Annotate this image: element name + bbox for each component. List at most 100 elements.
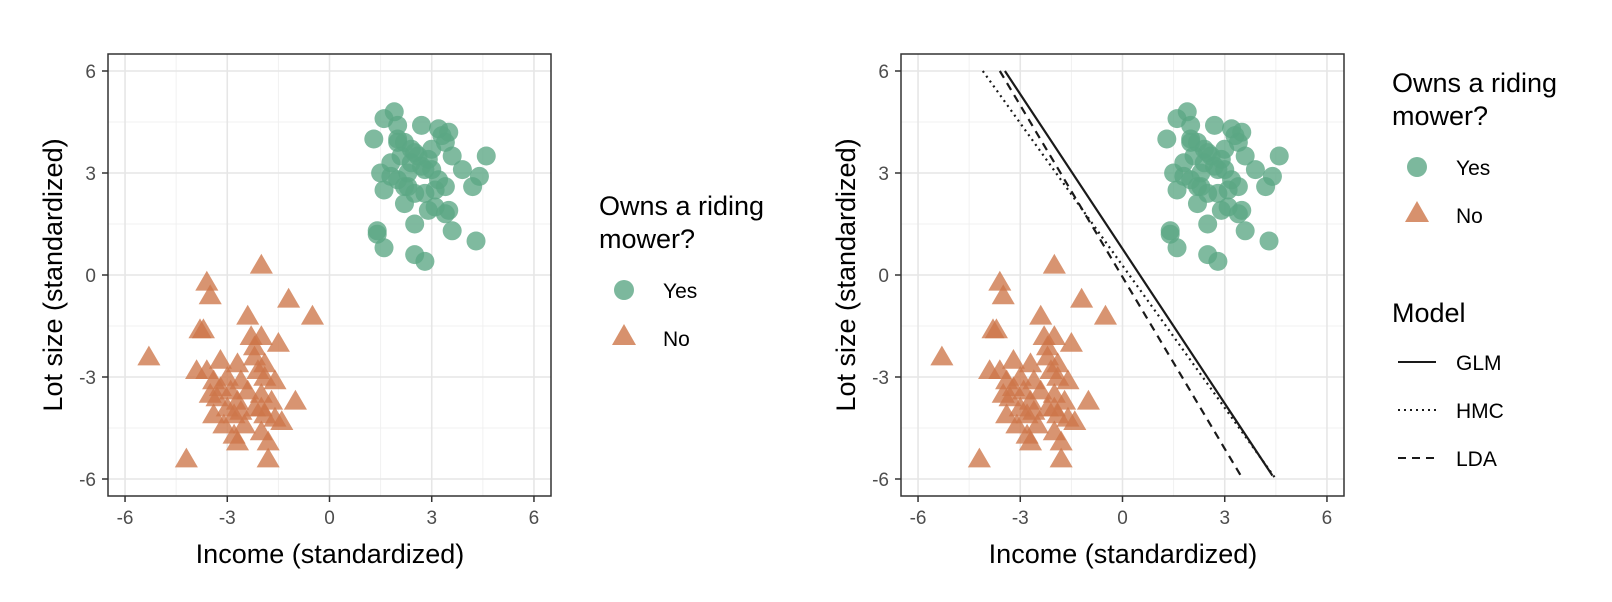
left-y-tick-label: 3 bbox=[85, 164, 96, 185]
right-point-no bbox=[1093, 304, 1118, 325]
left-legend-title-line-2: mower? bbox=[599, 224, 695, 254]
left-point-yes bbox=[412, 115, 432, 135]
left-x-axis-title: Income (standardized) bbox=[196, 539, 465, 569]
left-point-no bbox=[208, 349, 233, 369]
left-x-tick-label: 6 bbox=[529, 508, 540, 529]
left-point-yes bbox=[422, 139, 442, 159]
right-point-no bbox=[1025, 413, 1049, 434]
left-chart-panel: -6 -3 0 3 6 -6 -3 0 3 6 Income (standardized) Lot… bbox=[38, 53, 552, 569]
right-legend-no-key bbox=[1405, 201, 1429, 222]
right-chart-panel: -6 -3 0 3 6 -6 -3 0 3 6 Income (standardized) Lot… bbox=[831, 53, 1345, 569]
right-point-no bbox=[1046, 352, 1070, 373]
right-point-no bbox=[1056, 369, 1080, 390]
right-point-no bbox=[967, 447, 991, 468]
left-point-no bbox=[283, 389, 307, 410]
left-point-yes bbox=[476, 146, 496, 166]
right-point-yes bbox=[1181, 115, 1201, 135]
left-point-no bbox=[236, 379, 260, 400]
right-x-tick-label: 6 bbox=[1322, 508, 1333, 529]
left-x-tick-label: -6 bbox=[117, 508, 134, 529]
model-legend-hmc-label: HMC bbox=[1456, 400, 1504, 423]
left-points bbox=[137, 102, 496, 468]
right-legend-yes-key bbox=[1407, 157, 1427, 177]
model-legend-title: Model bbox=[1392, 298, 1466, 328]
left-x-tick-label: 0 bbox=[324, 508, 335, 529]
left-point-yes bbox=[466, 231, 486, 251]
left-point-no bbox=[249, 253, 273, 274]
right-x-tick-label: 3 bbox=[1219, 508, 1230, 529]
right-point-no bbox=[991, 284, 1015, 305]
right-y-tick-label: -6 bbox=[872, 470, 889, 491]
left-point-yes bbox=[469, 166, 489, 186]
left-point-no bbox=[249, 325, 273, 345]
left-point-no bbox=[225, 430, 250, 451]
left-point-yes bbox=[388, 132, 408, 152]
left-point-no bbox=[270, 410, 294, 430]
left-point-no bbox=[242, 335, 267, 356]
right-point-yes bbox=[1245, 160, 1265, 180]
left-point-no bbox=[174, 447, 198, 468]
model-line-glm bbox=[1004, 70, 1274, 477]
left-point-no bbox=[198, 284, 222, 305]
left-point-yes bbox=[388, 115, 408, 135]
right-point-no bbox=[1042, 325, 1066, 345]
left-point-yes bbox=[442, 146, 462, 166]
right-point-yes bbox=[1191, 177, 1211, 197]
right-legend-yes-label: Yes bbox=[1456, 157, 1490, 180]
right-point-yes bbox=[1157, 129, 1177, 149]
left-point-no bbox=[260, 389, 284, 410]
right-y-axis-title: Lot size (standardized) bbox=[831, 138, 861, 411]
left-point-yes bbox=[398, 177, 418, 197]
right-x-tick-label: -3 bbox=[1012, 508, 1029, 529]
right-legend-no-label: No bbox=[1456, 205, 1483, 228]
right-point-no bbox=[984, 318, 1008, 339]
right-point-no bbox=[930, 345, 954, 366]
right-point-no bbox=[1035, 335, 1060, 356]
left-point-no bbox=[202, 403, 226, 424]
right-point-yes bbox=[1228, 177, 1248, 197]
left-point-no bbox=[215, 366, 239, 386]
right-y-tick-label: 3 bbox=[878, 164, 889, 185]
left-x-tick-label: 3 bbox=[426, 508, 437, 529]
left-point-no bbox=[236, 304, 260, 325]
right-point-yes bbox=[1208, 251, 1228, 271]
left-point-yes bbox=[415, 251, 435, 271]
right-point-yes bbox=[1269, 146, 1289, 166]
left-y-tick-label: 6 bbox=[85, 62, 96, 83]
right-y-tick-label: 0 bbox=[878, 266, 889, 287]
left-point-no bbox=[300, 304, 325, 325]
right-legend: Owns a riding mower? Yes No Model GLM HM… bbox=[1392, 68, 1557, 471]
left-y-axis-title: Lot size (standardized) bbox=[38, 138, 68, 411]
right-x-tick-label: 0 bbox=[1117, 508, 1128, 529]
right-x-tick-label: -6 bbox=[910, 508, 927, 529]
right-y-tick-label: 6 bbox=[878, 62, 889, 83]
right-point-no bbox=[1018, 430, 1043, 451]
left-point-no bbox=[277, 287, 301, 308]
left-point-no bbox=[266, 332, 290, 352]
right-point-no bbox=[1076, 389, 1100, 410]
right-point-no bbox=[988, 270, 1012, 291]
right-point-yes bbox=[1167, 238, 1187, 258]
right-y-tick-label: -3 bbox=[872, 368, 889, 389]
right-point-yes bbox=[1259, 231, 1279, 251]
right-point-no bbox=[1063, 410, 1087, 430]
right-point-no bbox=[1005, 413, 1029, 434]
right-legend-title-line-2: mower? bbox=[1392, 101, 1488, 131]
left-point-no bbox=[256, 447, 280, 468]
left-point-no bbox=[232, 413, 256, 434]
left-point-no bbox=[263, 369, 287, 390]
right-point-yes bbox=[1205, 115, 1225, 135]
right-points bbox=[930, 102, 1289, 468]
left-legend-no-label: No bbox=[663, 328, 690, 351]
left-legend-yes-key bbox=[614, 280, 634, 300]
left-x-tick-label: -3 bbox=[219, 508, 236, 529]
left-point-yes bbox=[405, 214, 425, 234]
left-point-yes bbox=[452, 160, 472, 180]
left-point-no bbox=[137, 345, 161, 366]
right-lines bbox=[981, 70, 1277, 480]
left-legend-no-key bbox=[612, 324, 636, 345]
right-point-no bbox=[998, 386, 1022, 407]
left-legend-title-line-1: Owns a riding bbox=[599, 191, 764, 221]
left-point-yes bbox=[381, 166, 401, 186]
